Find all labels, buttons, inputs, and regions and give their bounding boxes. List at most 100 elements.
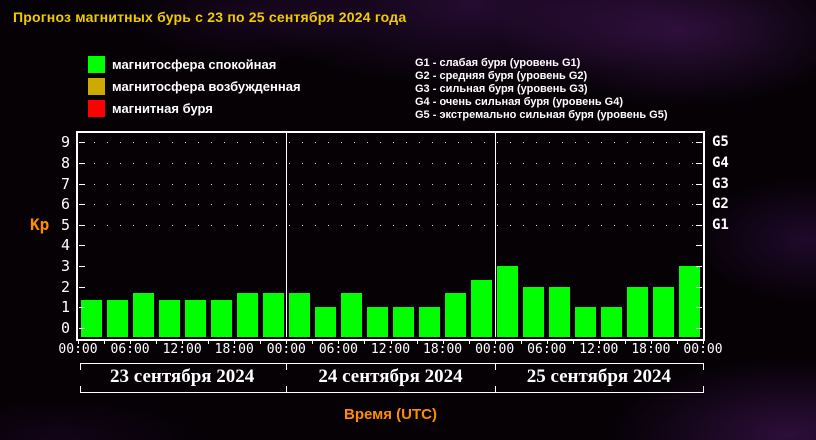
x-tick-3h <box>156 339 158 344</box>
y-tick-label: 7 <box>60 174 70 193</box>
date-bracket-tick <box>286 363 288 370</box>
y-tick-right <box>696 183 702 185</box>
legend-item-label: магнитосфера спокойная <box>112 57 277 72</box>
y-tick-left <box>79 245 85 247</box>
x-tick-3h <box>312 339 314 344</box>
gridline-kp6 <box>81 204 700 206</box>
x-tick-3h <box>520 339 522 344</box>
storm-level-descriptions: G1 - слабая буря (уровень G1) G2 - средн… <box>415 57 668 122</box>
kp-bar <box>80 300 102 337</box>
y-tick-right <box>696 204 702 206</box>
day-divider <box>494 133 496 337</box>
kp-bar <box>236 293 258 337</box>
y-tick-left <box>79 162 85 164</box>
x-tick-3h <box>338 339 340 344</box>
kp-bar <box>575 307 597 337</box>
day-divider <box>286 133 288 337</box>
x-time-label: 06:00 <box>110 342 150 357</box>
date-bracket-bottom <box>80 392 703 393</box>
y-tick-left <box>79 327 85 329</box>
date-label: 23 сентября 2024 <box>110 366 255 387</box>
x-time-label: 18:00 <box>214 342 254 357</box>
y-tick-label: 9 <box>60 133 70 152</box>
y-axis-label-kp: Kp <box>30 215 50 234</box>
kp-bar <box>523 286 545 337</box>
y-tick-right <box>696 307 702 309</box>
kp-bar <box>340 293 362 337</box>
y-tick-left <box>79 286 85 288</box>
x-time-label: 12:00 <box>370 342 411 357</box>
x-tick-3h <box>234 339 236 344</box>
date-bracket-tick <box>703 363 704 370</box>
x-tick-3h <box>676 339 678 344</box>
legend-item-storm: магнитная буря <box>88 100 301 117</box>
g-scale-label-g3: G3 <box>712 175 729 192</box>
y-tick-label: 3 <box>60 256 70 275</box>
y-tick-label: 6 <box>60 195 70 214</box>
x-tick-3h <box>494 339 496 344</box>
x-tick-3h <box>260 339 262 344</box>
storm-level-g3: G3 - сильная буря (уровень G3) <box>415 83 588 95</box>
y-tick-label: 5 <box>60 215 70 234</box>
y-tick-label: 8 <box>60 153 70 172</box>
quiet-swatch-icon <box>88 56 105 73</box>
date-bracket-tick <box>286 386 288 393</box>
date-label: 25 сентября 2024 <box>526 366 671 387</box>
kp-bar <box>132 293 154 337</box>
x-axis-label-time-utc: Время (UTC) <box>344 406 437 423</box>
legend: магнитосфера спокойная магнитосфера возб… <box>88 56 301 122</box>
plot-area-border <box>76 131 705 341</box>
kp-bar <box>262 293 284 337</box>
y-tick-right <box>696 327 702 329</box>
x-time-label: 06:00 <box>527 342 567 357</box>
x-tick-3h <box>624 339 626 344</box>
x-tick-3h <box>416 339 418 344</box>
gridline-kp5 <box>81 224 700 226</box>
x-tick-3h <box>468 339 470 344</box>
g-scale-label-g5: G5 <box>712 134 729 151</box>
x-time-label: 06:00 <box>318 342 358 357</box>
x-time-label: 18:00 <box>423 342 463 357</box>
legend-item-quiet: магнитосфера спокойная <box>88 56 301 73</box>
date-bracket-tick <box>703 386 704 393</box>
x-time-label: 18:00 <box>631 342 671 357</box>
kp-bar <box>314 307 336 337</box>
legend-item-excited: магнитосфера возбужденная <box>88 78 301 95</box>
x-tick-3h <box>442 339 444 344</box>
y-tick-left <box>79 307 85 309</box>
gridline-kp8 <box>81 162 700 164</box>
kp-bar <box>653 286 675 337</box>
kp-bar <box>497 265 519 337</box>
y-tick-right <box>696 162 702 164</box>
storm-level-g4: G4 - очень сильная буря (уровень G4) <box>415 96 624 108</box>
kp-bar <box>184 300 206 337</box>
kp-bar <box>419 307 441 337</box>
x-tick-3h <box>208 339 210 344</box>
x-tick-3h <box>572 339 574 344</box>
x-tick-3h <box>364 339 366 344</box>
kp-bar <box>210 300 232 337</box>
y-tick-right <box>696 245 702 247</box>
kp-bar <box>106 300 128 337</box>
y-tick-label: 0 <box>60 318 70 337</box>
x-time-label: 12:00 <box>579 342 619 357</box>
y-tick-right <box>696 142 702 144</box>
y-tick-left <box>79 204 85 206</box>
x-time-label: 00:00 <box>266 342 306 357</box>
kp-bar <box>627 286 649 337</box>
y-tick-left <box>79 224 85 226</box>
y-tick-label: 4 <box>60 236 70 255</box>
x-tick-3h <box>598 339 600 344</box>
date-bracket-tick <box>494 386 496 393</box>
x-tick-3h <box>130 339 132 344</box>
x-tick-3h <box>104 339 106 344</box>
kp-bar <box>158 300 180 337</box>
x-tick-3h <box>650 339 652 344</box>
y-tick-right <box>696 224 702 226</box>
x-tick-3h <box>703 339 704 344</box>
kp-bar <box>549 286 571 337</box>
y-tick-left <box>79 142 85 144</box>
g-scale-label-g2: G2 <box>712 196 729 213</box>
